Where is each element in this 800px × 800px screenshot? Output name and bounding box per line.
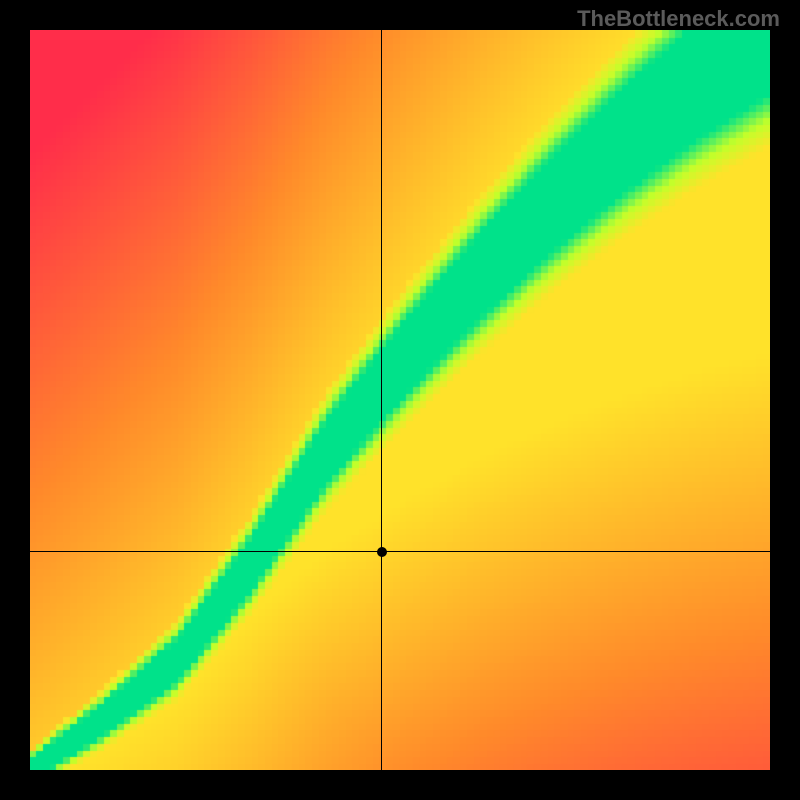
heatmap-canvas <box>30 30 770 770</box>
crosshair-horizontal <box>30 551 770 552</box>
crosshair-vertical <box>381 30 382 770</box>
watermark-text: TheBottleneck.com <box>577 6 780 32</box>
plot-area <box>30 30 770 770</box>
selection-marker[interactable] <box>377 547 387 557</box>
